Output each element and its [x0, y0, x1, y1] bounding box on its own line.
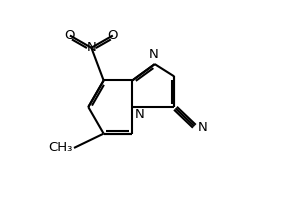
- Text: N: N: [149, 48, 159, 61]
- Text: N: N: [135, 108, 144, 121]
- Text: O: O: [65, 29, 75, 42]
- Text: CH₃: CH₃: [49, 141, 73, 154]
- Text: O: O: [108, 29, 118, 42]
- Text: N: N: [198, 121, 208, 134]
- Text: N: N: [86, 41, 96, 54]
